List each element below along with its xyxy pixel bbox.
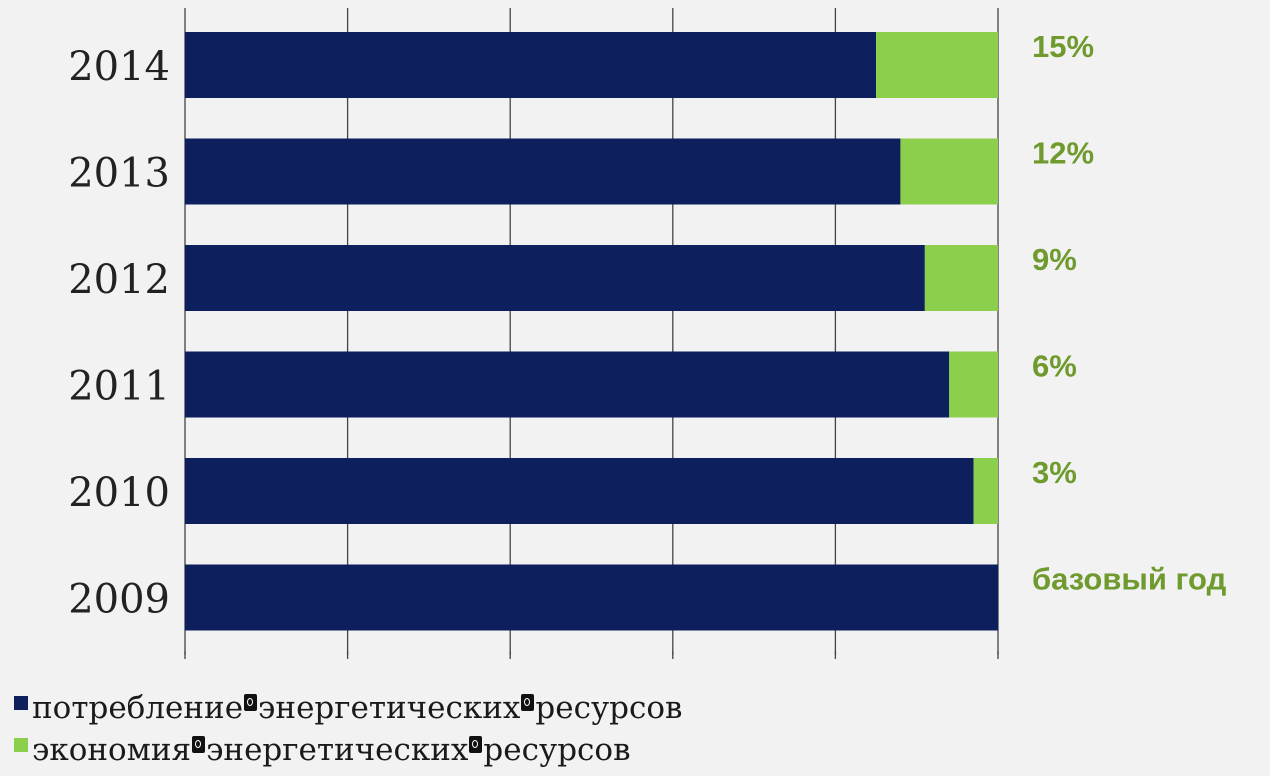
separator-glyph-icon	[469, 735, 483, 753]
legend-word: экономия	[32, 732, 192, 768]
category-label: 2014	[68, 44, 170, 90]
bar-consumption	[185, 245, 925, 311]
category-label: 2012	[68, 257, 170, 303]
legend-word: потребление	[32, 690, 244, 726]
legend-word: ресурсов	[535, 690, 683, 726]
separator-glyph-icon	[521, 693, 535, 711]
bar-consumption	[185, 138, 901, 205]
data-label: базовый год	[1032, 562, 1227, 597]
legend-word: энергетических	[206, 732, 469, 768]
data-label: 3%	[1032, 455, 1077, 490]
separator-glyph-icon	[192, 735, 206, 753]
separator-glyph-icon	[244, 693, 258, 711]
category-label: 2010	[68, 470, 170, 516]
legend-swatch-savings	[14, 738, 28, 752]
category-label: 2013	[68, 151, 170, 197]
bar-consumption	[185, 32, 877, 98]
bar-savings	[876, 32, 998, 98]
data-label: 6%	[1032, 349, 1077, 384]
legend-word: энергетических	[258, 690, 521, 726]
legend-item-consumption: потребление энергетических ресурсов	[14, 690, 683, 726]
bar-savings	[900, 138, 998, 205]
bar-consumption	[185, 351, 950, 418]
data-label: 9%	[1032, 242, 1077, 277]
bar-savings	[949, 351, 998, 418]
data-label: 15%	[1032, 29, 1094, 64]
bar-savings	[924, 245, 998, 311]
data-label: 12%	[1032, 136, 1094, 171]
bar-consumption	[185, 458, 974, 524]
bar-savings	[973, 458, 998, 524]
category-label: 2009	[68, 577, 170, 623]
category-label: 2011	[68, 364, 170, 410]
legend-word: ресурсов	[483, 732, 631, 768]
legend-swatch-consumption	[14, 696, 28, 710]
bar-consumption	[185, 564, 998, 631]
legend-item-savings: экономия энергетических ресурсов	[14, 732, 631, 768]
